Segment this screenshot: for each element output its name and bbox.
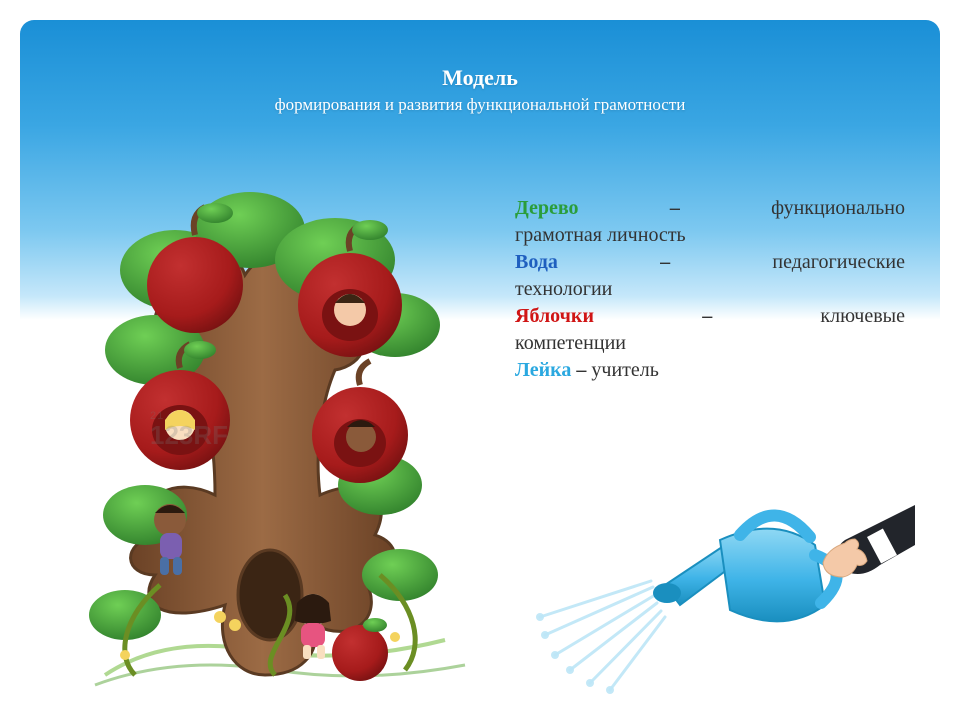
legend-dash: – [670,197,680,219]
legend-item-apples: Яблочки – ключевые компетенции [515,303,905,357]
legend-dash: – [576,359,591,381]
legend-value-part: грамотная личность [515,222,905,249]
legend: Дерево – функционально грамотная личност… [515,195,905,384]
tree-hollow [238,550,302,640]
legend-value-part: педагогические [772,251,905,273]
watermark: 21 123RF [150,410,228,451]
title: Модель [20,65,940,91]
tree-svg [65,175,495,705]
legend-item-tree: Дерево – функционально грамотная личност… [515,195,905,249]
title-block: Модель формирования и развития функциона… [20,65,940,115]
tree-illustration: 21 123RF [65,175,495,705]
watering-can-illustration [515,485,915,705]
legend-item-water: Вода – педагогические технологии [515,249,905,303]
legend-value-part: функционально [771,197,905,219]
subtitle: формирования и развития функциональной г… [20,95,940,115]
ground-apple [332,625,388,681]
legend-value: учитель [591,359,658,381]
legend-value-part: технологии [515,276,905,303]
legend-key: Лейка [515,359,571,381]
legend-dash: – [702,305,712,327]
legend-value-part: компетенции [515,330,905,357]
watering-can-svg [515,485,915,705]
slide: Модель формирования и развития функциона… [20,20,940,700]
legend-key: Яблочки [515,305,594,327]
water-spray [540,581,665,690]
legend-value-part: ключевые [820,305,905,327]
legend-item-can: Лейка – учитель [515,357,905,384]
legend-key: Вода [515,251,558,273]
legend-dash: – [660,251,670,273]
legend-key: Дерево [515,197,579,219]
